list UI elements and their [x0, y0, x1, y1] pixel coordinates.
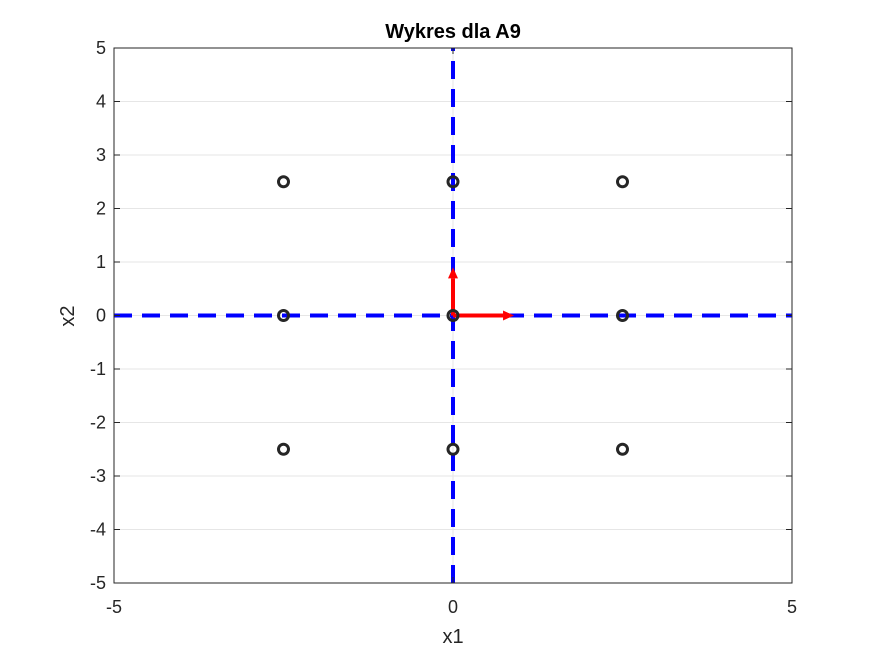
data-points: [277, 175, 629, 456]
vector-arrowhead: [503, 310, 515, 321]
y-tick-label: 1: [96, 252, 106, 272]
vector-arrowhead: [448, 267, 458, 279]
data-point: [277, 309, 290, 322]
x-axis-label: x1: [442, 626, 463, 648]
x-tick-labels: -5 0 5: [106, 597, 797, 617]
tick-marks: [113, 47, 793, 584]
data-point: [616, 175, 629, 189]
y-tick-label: 4: [96, 92, 106, 112]
y-tick-label: 3: [96, 145, 106, 165]
y-tick-label: -3: [90, 466, 106, 486]
data-point: [446, 175, 460, 189]
x-tick-label: 0: [448, 597, 458, 617]
x-tick-label: 5: [787, 597, 797, 617]
y-tick-label: 2: [96, 199, 106, 219]
data-point: [277, 442, 290, 456]
y-axis-label: x2: [57, 305, 79, 326]
y-tick-label: -5: [90, 573, 106, 593]
y-tick-label: -2: [90, 413, 106, 433]
y-tick-labels: 5 4 3 2 1 0 -1 -2 -3 -4 -5: [90, 38, 106, 593]
x-tick-label: -5: [106, 597, 122, 617]
y-tick-label: -1: [90, 359, 106, 379]
data-point: [446, 442, 460, 456]
data-point: [446, 309, 460, 322]
data-point: [277, 175, 290, 189]
data-point: [616, 442, 629, 456]
y-tick-label: 5: [96, 38, 106, 58]
data-point: [616, 309, 629, 322]
y-tick-label: 0: [96, 306, 106, 326]
y-tick-label: -4: [90, 520, 106, 540]
chart-title: Wykres dla A9: [385, 21, 521, 43]
